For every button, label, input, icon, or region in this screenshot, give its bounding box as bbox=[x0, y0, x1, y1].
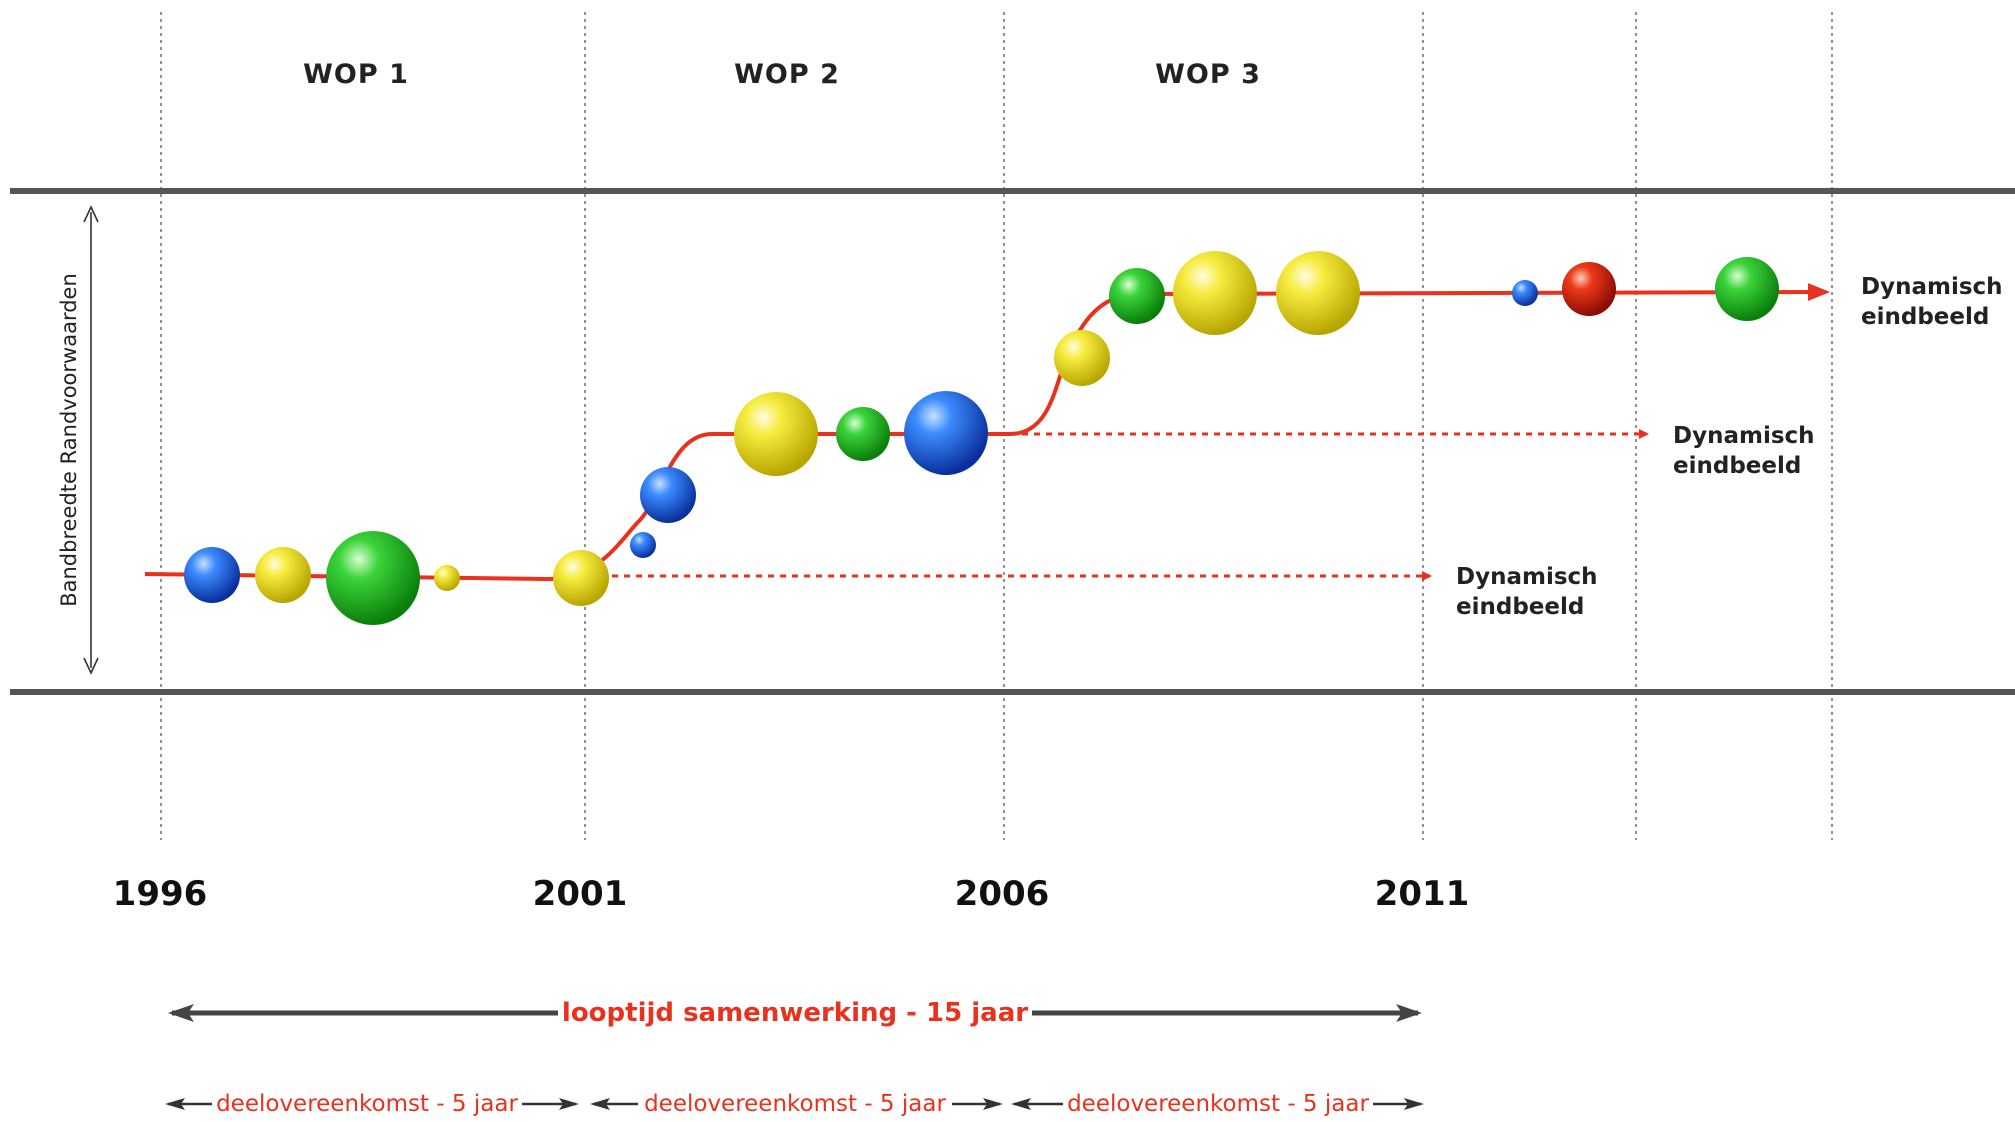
milestone-sphere bbox=[553, 550, 609, 606]
sub-agreement-label-1: deelovereenkomst - 5 jaar bbox=[216, 1091, 518, 1117]
year-label-2001: 2001 bbox=[533, 874, 628, 914]
end-label-line1: Dynamisch bbox=[1456, 564, 1598, 590]
milestone-sphere bbox=[1109, 268, 1165, 324]
milestone-sphere bbox=[640, 467, 696, 523]
milestone-sphere bbox=[1512, 280, 1538, 306]
end-label-line1: Dynamisch bbox=[1861, 274, 2003, 300]
milestone-sphere bbox=[1173, 251, 1257, 335]
milestone-sphere bbox=[630, 532, 656, 558]
year-label-1996: 1996 bbox=[113, 874, 208, 914]
year-label-2006: 2006 bbox=[955, 874, 1050, 914]
milestone-sphere bbox=[836, 407, 890, 461]
milestone-sphere bbox=[734, 392, 818, 476]
milestone-sphere bbox=[184, 547, 240, 603]
period-gridlines bbox=[160, 12, 1833, 840]
milestone-sphere bbox=[326, 531, 420, 625]
y-axis-label: Bandbreedte Randvoorwaarden bbox=[57, 273, 81, 607]
development-path bbox=[144, 283, 1830, 582]
end-label-bottom: Dynamisch eindbeeld bbox=[1456, 564, 1598, 620]
bandwidth-arrow bbox=[83, 205, 99, 675]
phase-label-wop1: WOP 1 bbox=[303, 59, 409, 90]
sub-agreement-label-3: deelovereenkomst - 5 jaar bbox=[1067, 1091, 1369, 1117]
milestone-sphere bbox=[1054, 330, 1110, 386]
end-label-middle: Dynamisch eindbeeld bbox=[1673, 423, 1815, 479]
milestone-sphere bbox=[1715, 257, 1779, 321]
year-label-2011: 2011 bbox=[1375, 874, 1470, 914]
sub-agreement-label-2: deelovereenkomst - 5 jaar bbox=[644, 1091, 946, 1117]
milestone-spheres bbox=[184, 251, 1779, 625]
end-label-line2: eindbeeld bbox=[1673, 453, 1801, 479]
milestone-sphere bbox=[255, 547, 311, 603]
end-label-line2: eindbeeld bbox=[1456, 594, 1584, 620]
duration-label: looptijd samenwerking - 15 jaar bbox=[562, 998, 1028, 1028]
phase-label-wop2: WOP 2 bbox=[734, 59, 840, 90]
end-label-top: Dynamisch eindbeeld bbox=[1861, 274, 2003, 330]
milestone-sphere bbox=[434, 565, 460, 591]
bandwidth-boundaries bbox=[10, 188, 2015, 695]
phase-label-wop3: WOP 3 bbox=[1155, 59, 1261, 90]
milestone-sphere bbox=[904, 391, 988, 475]
dashed-paths bbox=[600, 429, 1649, 581]
milestone-sphere bbox=[1562, 262, 1616, 316]
end-label-line1: Dynamisch bbox=[1673, 423, 1815, 449]
milestone-sphere bbox=[1276, 251, 1360, 335]
end-label-line2: eindbeeld bbox=[1861, 304, 1989, 330]
